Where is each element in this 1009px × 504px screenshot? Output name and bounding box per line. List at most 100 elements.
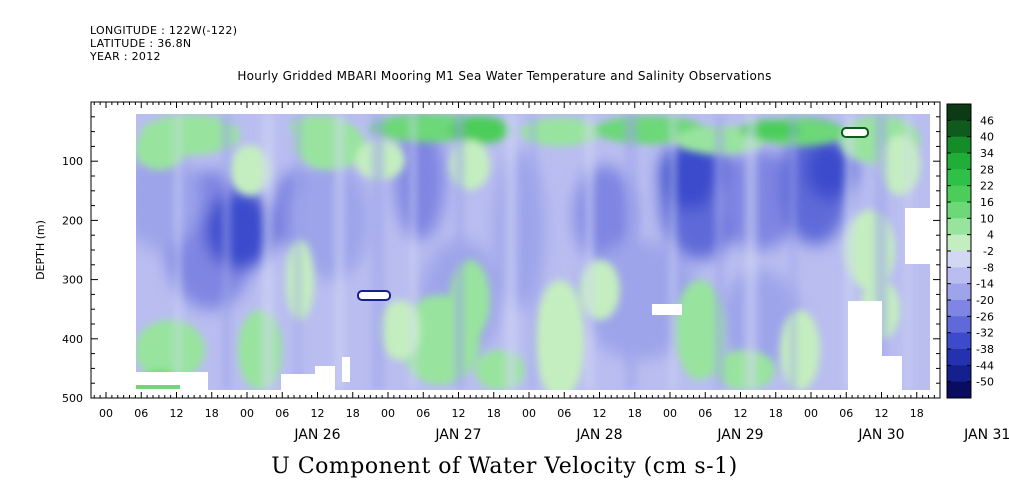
streak [410, 114, 416, 390]
variable-caption: U Component of Water Velocity (cm s-1) [271, 454, 738, 479]
negative-core [290, 160, 370, 280]
colorbar-swatch [947, 365, 971, 383]
x-day-label: JAN 29 [716, 427, 763, 443]
y-tick-label: 500 [62, 392, 83, 405]
colorbar-label: -8 [983, 261, 994, 274]
x-day-label: JAN 30 [857, 427, 904, 443]
x-tick-label: 12 [875, 407, 889, 420]
x-tick-label: 00 [99, 407, 113, 420]
streak [715, 114, 724, 390]
streak [295, 114, 301, 390]
streak [530, 114, 536, 390]
positive-patch [450, 116, 510, 144]
x-tick-label: 18 [769, 407, 783, 420]
y-tick-label: 300 [62, 274, 83, 287]
streak [585, 114, 594, 390]
x-tick-label: 00 [240, 407, 254, 420]
colorbar-label: -14 [976, 278, 994, 291]
x-tick-label: 06 [134, 407, 148, 420]
colorbar-swatch [947, 136, 971, 154]
missing-data-masks [136, 127, 930, 390]
positive-patch [780, 310, 820, 390]
x-tick-label: 18 [487, 407, 501, 420]
negative-core [720, 150, 800, 250]
y-tick-label: 200 [62, 214, 83, 227]
missing-data-region [848, 301, 882, 390]
missing-data-region [136, 382, 176, 386]
colorbar-swatch [947, 169, 971, 187]
vertical-streaks [175, 114, 911, 390]
missing-data-region [315, 366, 335, 376]
colorbar-label: -50 [976, 376, 994, 389]
streak [505, 114, 517, 390]
colorbar-label: 4 [987, 229, 994, 242]
streak [455, 114, 464, 390]
colorbar-swatch [947, 185, 971, 203]
negative-core [495, 150, 545, 310]
colorbar-label: 22 [980, 180, 994, 193]
positive-patch [675, 280, 725, 380]
streak [262, 114, 274, 390]
colorbar-swatch [947, 332, 971, 350]
streak [222, 114, 231, 390]
longitude-label: LONGITUDE : 122W(-122) [90, 24, 238, 37]
colorbar-swatch [947, 120, 971, 138]
colorbar-swatch [947, 234, 971, 252]
positive-patch [230, 145, 270, 195]
colorbar-swatch [947, 218, 971, 236]
negative-core [720, 270, 800, 370]
missing-data-region [882, 356, 902, 390]
x-tick-label: 06 [557, 407, 571, 420]
year-label: YEAR : 2012 [90, 50, 161, 63]
missing-data-island [357, 290, 391, 301]
y-tick-label: 400 [62, 333, 83, 346]
x-tick-label: 00 [804, 407, 818, 420]
colorbar-swatch [947, 300, 971, 317]
streak [670, 114, 676, 390]
colorbar-label: 28 [980, 163, 994, 176]
streak [625, 114, 637, 390]
missing-data-island [841, 127, 869, 138]
colorbar-label: -38 [976, 343, 994, 356]
streak [372, 114, 384, 390]
colorbar-label: 46 [980, 114, 994, 127]
chart-title: Hourly Gridded MBARI Mooring M1 Sea Wate… [237, 69, 772, 83]
streak [175, 114, 181, 390]
x-tick-label: 12 [593, 407, 607, 420]
x-tick-label: 18 [628, 407, 642, 420]
x-day-label: JAN 27 [434, 427, 481, 443]
velocity-field [136, 114, 930, 390]
x-tick-label: 00 [381, 407, 395, 420]
missing-data-region [652, 304, 682, 315]
colorbar-label: -2 [983, 245, 994, 258]
x-tick-label: 12 [170, 407, 184, 420]
colorbar-swatch [947, 104, 971, 121]
colorbar-swatch [947, 349, 971, 366]
colorbar-swatch [947, 283, 971, 301]
colorbar-swatch [947, 316, 971, 334]
negative-core [805, 140, 855, 200]
x-tick-label: 18 [346, 407, 360, 420]
colorbar-swatch [947, 267, 971, 285]
x-day-label: JAN 28 [575, 427, 622, 443]
missing-data-region [905, 208, 930, 264]
streak [745, 114, 757, 390]
positive-patch [136, 320, 205, 380]
colorbar-label: 40 [980, 131, 994, 144]
colorbar-label: 16 [980, 196, 994, 209]
deep-positive-strip [136, 385, 180, 389]
x-tick-label: 12 [734, 407, 748, 420]
colorbar-swatch [947, 153, 971, 170]
x-tick-label: 06 [275, 407, 289, 420]
axis-ticks: 00 06 12 18 00 06 12 18 00 06 12 18 00 06 12 18 00 06 12 18… [62, 101, 1009, 443]
x-tick-label: 06 [416, 407, 430, 420]
streak [335, 114, 344, 390]
x-tick-label: 12 [311, 407, 325, 420]
colorbar-swatch [947, 202, 971, 219]
x-tick-label: 12 [452, 407, 466, 420]
colorbar-swatch [947, 251, 971, 268]
positive-patch [520, 118, 600, 146]
y-axis-label: DEPTH (m) [34, 220, 47, 280]
colorbar-label: -26 [976, 310, 994, 323]
